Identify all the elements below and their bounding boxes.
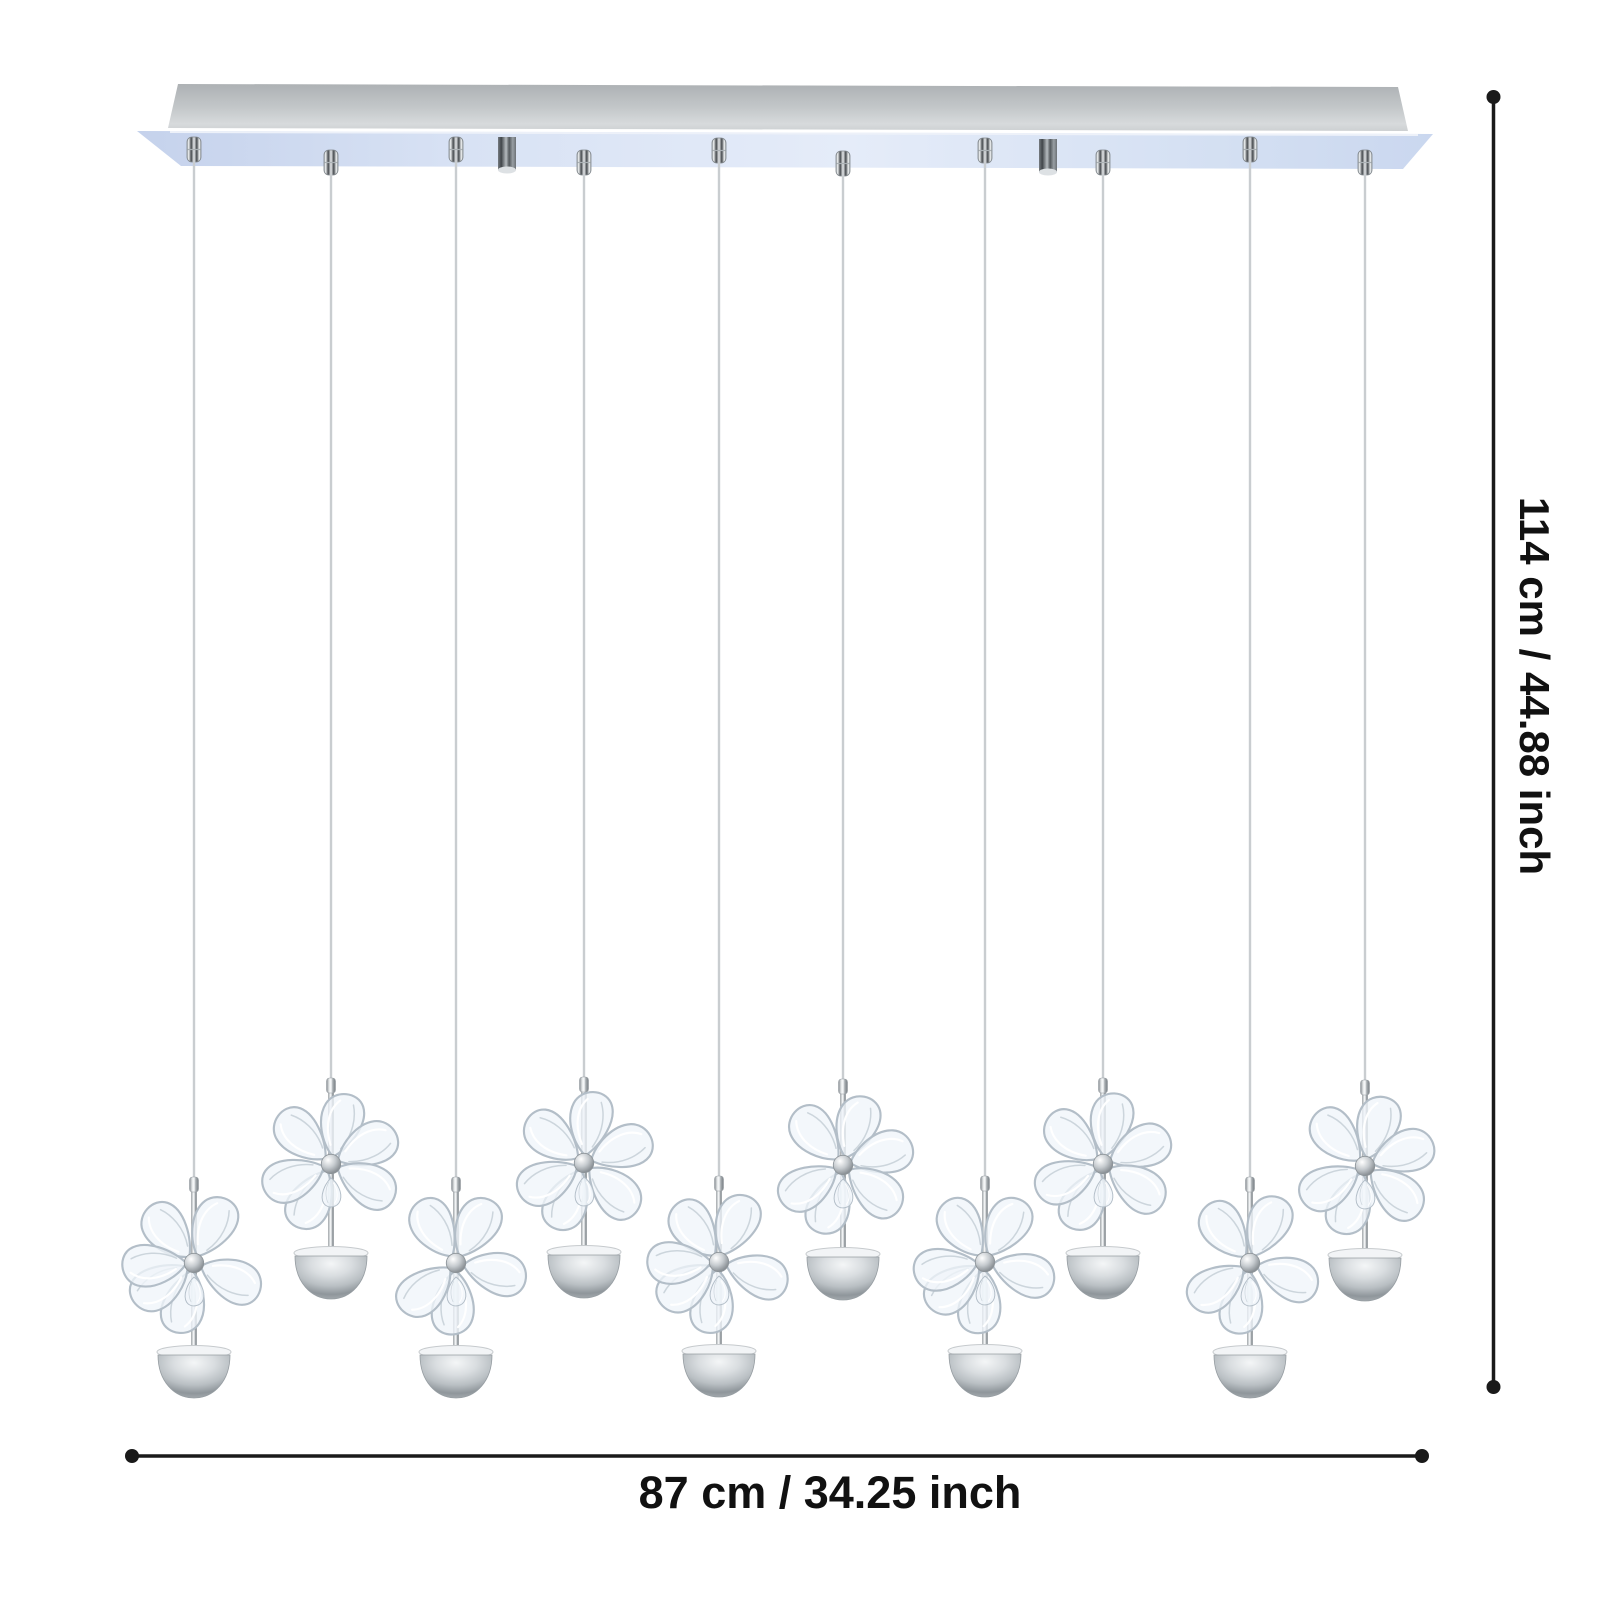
mounting-post	[498, 137, 516, 174]
rod-cap	[579, 1076, 589, 1093]
rod-cap	[714, 1175, 724, 1192]
pendants	[120, 136, 1441, 1399]
flower-center	[445, 1252, 467, 1274]
wire-grip	[186, 136, 202, 163]
pendant-9	[1178, 136, 1326, 1399]
canopy-edge-highlight	[169, 131, 1419, 136]
wire-grip	[835, 150, 851, 177]
chrome-hemisphere	[805, 1247, 881, 1301]
flower-center	[1354, 1155, 1376, 1177]
crystal-flower	[120, 1188, 270, 1340]
chrome-hemisphere	[546, 1245, 622, 1299]
crystal-flower	[509, 1087, 660, 1239]
wire-grip	[576, 149, 592, 176]
pendant-10	[1291, 149, 1441, 1302]
crystal-flower	[387, 1188, 533, 1338]
pendant-7	[910, 137, 1062, 1398]
rod-cap	[980, 1175, 990, 1192]
flower-center	[974, 1251, 996, 1273]
flower-center	[320, 1153, 342, 1175]
rod-cap	[451, 1176, 461, 1193]
rod-cap	[326, 1077, 336, 1094]
crystal-flower	[255, 1087, 406, 1239]
wire-grip	[448, 136, 464, 163]
flower-center	[183, 1252, 205, 1274]
chrome-hemisphere	[681, 1344, 757, 1398]
pendant-2	[255, 149, 406, 1300]
rod-cap	[1360, 1079, 1370, 1096]
mounting-post	[1039, 139, 1057, 176]
chrome-hemisphere	[1327, 1248, 1403, 1302]
rod-cap	[189, 1176, 199, 1193]
flower-center	[1092, 1153, 1114, 1175]
pendant-1	[120, 136, 270, 1399]
chrome-hemisphere	[156, 1345, 232, 1399]
chrome-hemisphere	[1212, 1345, 1288, 1399]
chrome-hemisphere	[947, 1344, 1023, 1398]
canopy-top-face	[168, 84, 1408, 131]
width-dimension-label: 87 cm / 34.25 inch	[638, 1467, 1022, 1518]
crystal-flower	[769, 1089, 919, 1241]
pendant-8	[1028, 149, 1178, 1300]
pendant-6	[769, 150, 919, 1301]
rod-cap	[1098, 1077, 1108, 1094]
crystal-flower	[1028, 1088, 1178, 1239]
wire-grip	[977, 137, 993, 164]
chrome-hemisphere	[418, 1345, 494, 1399]
crystal-flower	[910, 1188, 1062, 1338]
flower-center	[573, 1152, 595, 1174]
chrome-hemisphere	[293, 1246, 369, 1300]
width-dimension-line	[125, 1449, 1429, 1463]
pendant-4	[509, 149, 660, 1299]
chrome-hemisphere	[1065, 1246, 1141, 1300]
height-dimension-line	[1486, 90, 1501, 1394]
flower-center	[708, 1251, 730, 1273]
wire-grip	[1095, 149, 1111, 176]
rod-cap	[838, 1078, 848, 1095]
wire-grip	[323, 149, 339, 176]
pendant-3	[387, 136, 533, 1399]
height-dimension-label: 114 cm / 44.88 inch	[1511, 496, 1558, 876]
crystal-flower	[646, 1186, 795, 1338]
crystal-flower	[1291, 1089, 1441, 1242]
pendant-5	[646, 137, 795, 1398]
wire-grip	[1357, 149, 1373, 176]
rod-cap	[1245, 1176, 1255, 1193]
flower-center	[832, 1154, 854, 1176]
wire-grip	[1242, 136, 1258, 163]
flower-center	[1239, 1252, 1261, 1274]
wire-grip	[711, 137, 727, 164]
crystal-flower	[1178, 1187, 1326, 1339]
